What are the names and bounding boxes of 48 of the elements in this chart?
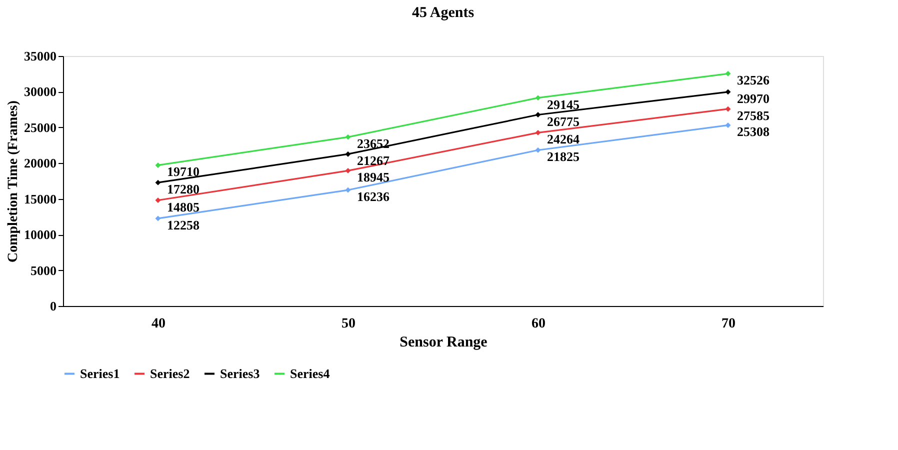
- data-label: 29145: [547, 96, 580, 112]
- x-tick-label: 50: [342, 316, 356, 332]
- y-tick-label: 0: [50, 298, 56, 314]
- point: [725, 89, 731, 95]
- y-tick-label: 10000: [24, 227, 56, 242]
- data-label: 26775: [547, 114, 580, 129]
- y-tick-label: 35000: [24, 48, 56, 64]
- point: [725, 70, 731, 76]
- data-label: 21267: [357, 153, 390, 168]
- point: [535, 147, 541, 153]
- point: [155, 216, 161, 222]
- legend-label: Series4: [290, 366, 330, 381]
- data-label: 27585: [737, 108, 770, 123]
- data-label: 29970: [737, 90, 770, 106]
- data-label: 12258: [167, 217, 200, 232]
- point: [155, 180, 161, 186]
- data-label: 19710: [167, 164, 200, 180]
- point: [155, 162, 161, 168]
- point: [535, 130, 541, 136]
- y-tick-label: 30000: [24, 84, 56, 100]
- point: [725, 122, 731, 128]
- legend-label: Series1: [80, 366, 120, 381]
- data-label: 18945: [357, 170, 390, 185]
- point: [535, 95, 541, 101]
- legend-label: Series2: [150, 366, 190, 381]
- point: [345, 187, 351, 193]
- data-label: 24264: [547, 132, 580, 147]
- x-tick-label: 70: [722, 316, 736, 332]
- point: [345, 168, 351, 174]
- x-axis-title: Sensor Range: [400, 334, 488, 350]
- data-label: 17280: [167, 182, 200, 197]
- y-tick-label: 5000: [30, 262, 56, 278]
- chart-title: 45 Agents: [412, 5, 474, 21]
- data-label: 21825: [547, 149, 580, 164]
- data-label: 14805: [167, 199, 200, 214]
- y-axis-title: Completion Time (Frames): [6, 100, 21, 263]
- x-tick-label: 40: [152, 316, 166, 332]
- x-tick-label: 60: [532, 316, 546, 332]
- point: [345, 134, 351, 140]
- data-label: 25308: [737, 124, 770, 140]
- point: [725, 106, 731, 112]
- data-label: 16236: [357, 189, 390, 204]
- data-label: 32526: [737, 72, 770, 88]
- y-tick-label: 15000: [24, 191, 56, 206]
- y-tick-label: 20000: [24, 156, 56, 171]
- y-tick-label: 25000: [24, 120, 56, 135]
- point: [345, 151, 351, 157]
- legend-label: Series3: [220, 366, 260, 381]
